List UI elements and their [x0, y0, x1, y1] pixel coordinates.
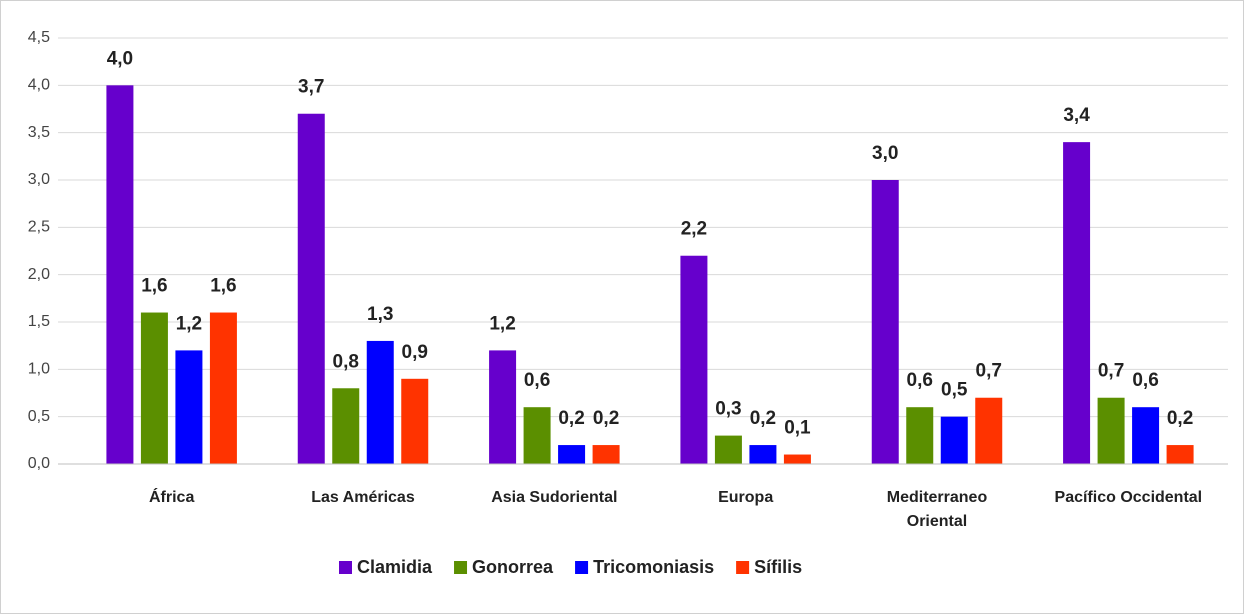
bar [558, 445, 586, 464]
y-tick-label: 1,5 [28, 313, 50, 330]
value-label: 0,2 [750, 408, 776, 429]
legend-label: Clamidia [357, 557, 433, 577]
bar [592, 445, 620, 464]
value-label: 0,8 [333, 351, 359, 372]
y-tick-label: 1,0 [28, 361, 50, 378]
legend-label: Sífilis [754, 557, 802, 577]
value-label: 0,1 [784, 418, 811, 439]
value-label: 0,7 [1098, 361, 1124, 382]
value-label: 0,2 [1167, 408, 1193, 429]
value-label: 0,6 [524, 370, 550, 391]
value-label: 3,0 [872, 143, 898, 164]
value-label: 2,2 [681, 219, 707, 240]
bar [175, 350, 203, 464]
bar [366, 340, 394, 464]
legend-swatch [575, 561, 589, 574]
value-label: 1,2 [176, 313, 202, 334]
bar [209, 312, 237, 464]
value-label: 4,0 [107, 48, 133, 69]
bar [140, 312, 168, 464]
bar [106, 85, 134, 464]
bar [297, 113, 325, 464]
legend-swatch [736, 561, 750, 574]
bar [871, 180, 899, 464]
value-label: 0,2 [558, 408, 584, 429]
value-label: 0,6 [907, 370, 933, 391]
legend-swatch [339, 561, 352, 574]
bar [332, 388, 360, 464]
x-tick-label: Pacífico Occidental [1054, 489, 1203, 506]
legend-swatch [454, 561, 468, 574]
value-label: 0,7 [976, 361, 1002, 382]
value-label: 0,9 [402, 342, 428, 363]
bar [940, 416, 968, 464]
value-label: 3,4 [1063, 105, 1090, 126]
bar [523, 407, 551, 464]
y-tick-label: 4,0 [28, 77, 50, 94]
bar [489, 350, 517, 464]
value-label: 3,7 [298, 77, 324, 98]
x-tick-label: Asia Sudoriental [491, 489, 618, 506]
value-label: 0,5 [941, 380, 968, 401]
bar [749, 445, 777, 464]
bar [1166, 445, 1194, 464]
legend-label: Tricomoniasis [593, 557, 714, 577]
value-label: 0,6 [1132, 370, 1158, 391]
legend-label: Gonorrea [472, 557, 554, 577]
x-tick-label: África [148, 489, 195, 506]
bar [401, 378, 429, 464]
bar [1132, 407, 1160, 464]
y-tick-label: 2,0 [28, 266, 50, 283]
bar [1097, 397, 1125, 464]
y-tick-label: 4,5 [28, 29, 50, 46]
bar [906, 407, 934, 464]
value-label: 1,3 [367, 304, 393, 325]
y-tick-label: 0,0 [28, 455, 50, 472]
x-tick-label: Europa [718, 489, 774, 506]
value-label: 1,6 [210, 276, 236, 297]
x-tick-label: Las Américas [311, 489, 415, 506]
y-tick-label: 3,0 [28, 171, 50, 188]
bar [680, 255, 708, 464]
x-tick-label: Mediterraneo Oriental [886, 489, 988, 530]
y-tick-label: 0,5 [28, 408, 50, 425]
bar [783, 454, 811, 464]
value-label: 1,2 [489, 313, 515, 334]
value-label: 0,2 [593, 408, 619, 429]
bar [975, 397, 1003, 464]
y-tick-label: 2,5 [28, 219, 50, 236]
bar [1063, 142, 1091, 464]
bar [714, 435, 742, 464]
value-label: 1,6 [141, 276, 167, 297]
value-label: 0,3 [715, 399, 741, 420]
y-tick-label: 3,5 [28, 124, 50, 141]
